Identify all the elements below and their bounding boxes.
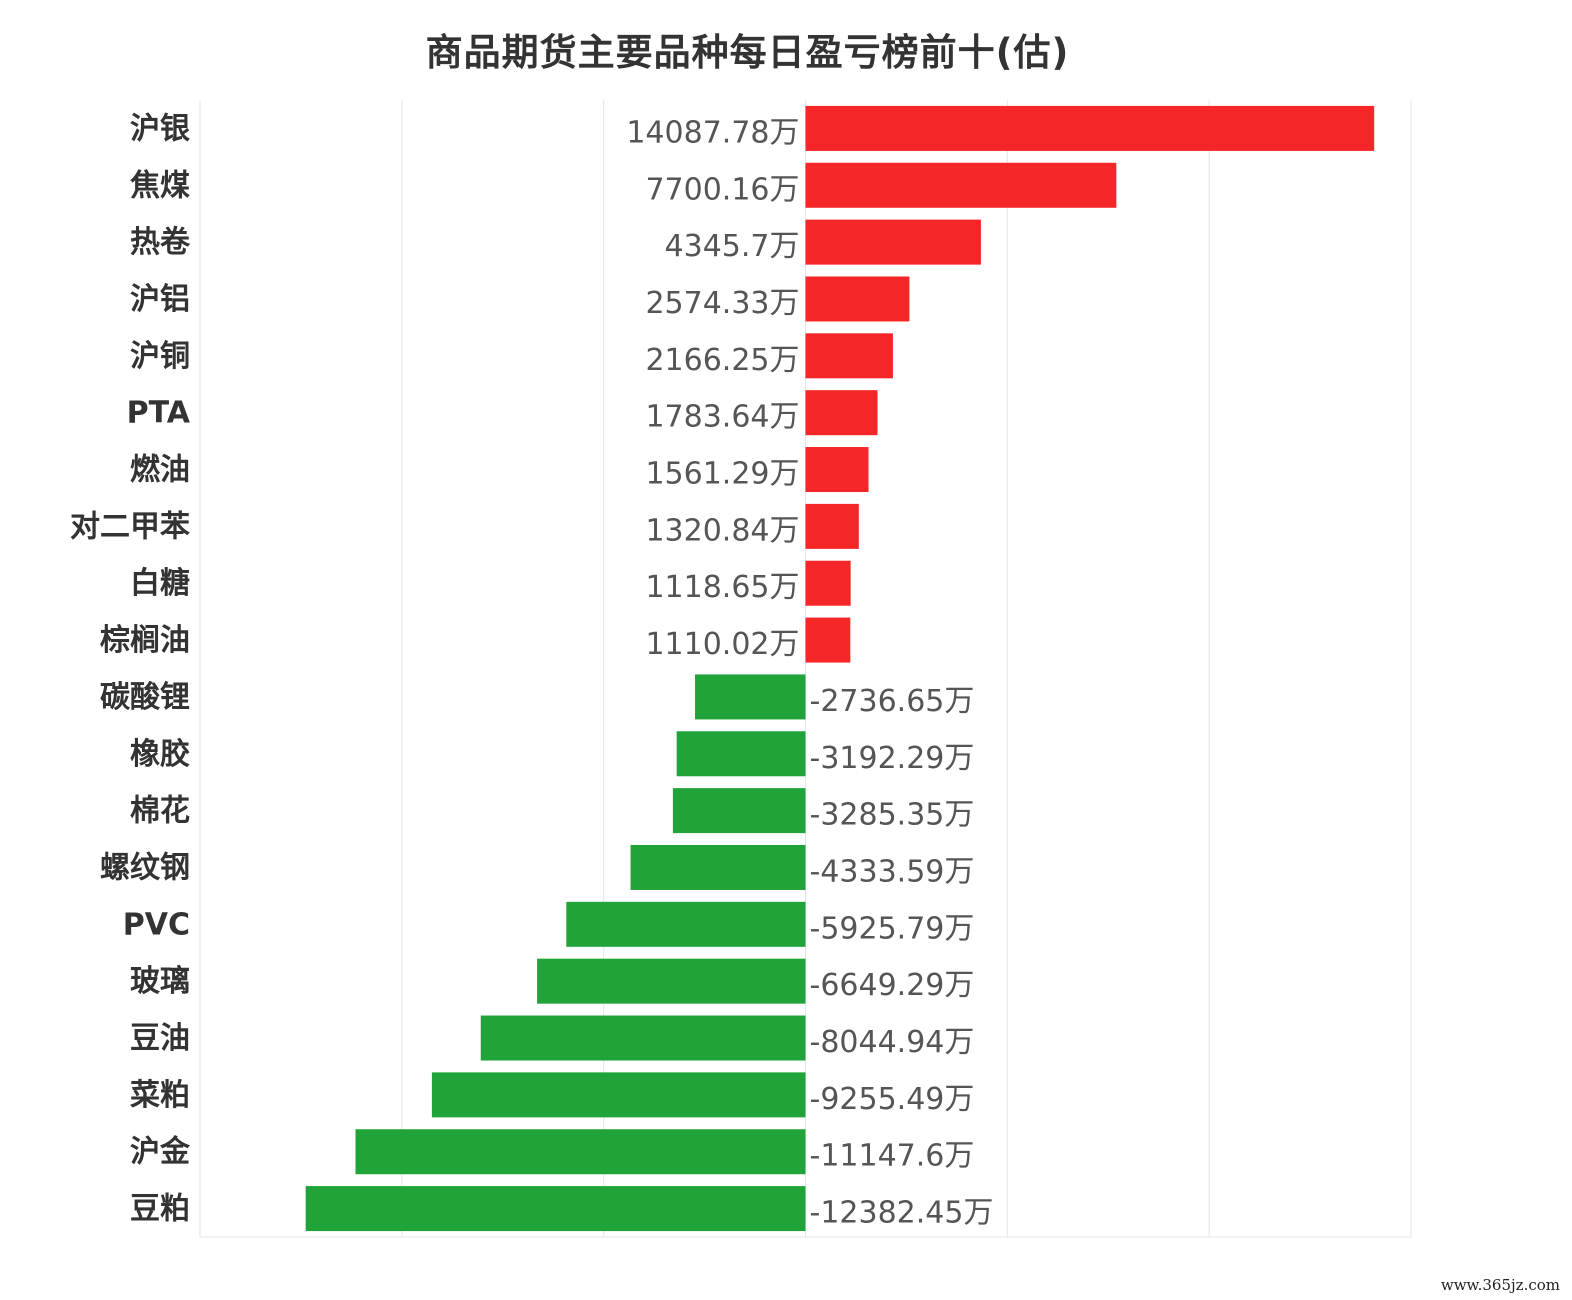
bar-1 bbox=[805, 162, 1117, 208]
value-label: 1783.64万 bbox=[645, 400, 799, 435]
bar-19 bbox=[305, 1186, 806, 1232]
value-label: -6649.29万 bbox=[810, 968, 975, 1003]
bar-18 bbox=[355, 1129, 806, 1175]
value-label: 7700.16万 bbox=[645, 172, 799, 207]
category-label: 棉花 bbox=[130, 794, 190, 829]
value-label: -5925.79万 bbox=[810, 911, 975, 946]
category-label: 燃油 bbox=[130, 453, 190, 488]
category-label: 沪银 bbox=[130, 111, 190, 146]
category-label: 沪铝 bbox=[130, 282, 190, 317]
category-label: PTA bbox=[127, 396, 191, 431]
bar-5 bbox=[805, 390, 878, 436]
value-label: 14087.78万 bbox=[626, 115, 799, 150]
value-label: 2166.25万 bbox=[645, 343, 799, 378]
category-label: PVC bbox=[123, 907, 190, 942]
bar-14 bbox=[566, 901, 806, 947]
watermark: www.365jz.com bbox=[1440, 1276, 1560, 1294]
category-label: 豆油 bbox=[130, 1021, 190, 1056]
value-label: 1320.84万 bbox=[645, 513, 799, 548]
category-label: 对二甲苯 bbox=[70, 509, 190, 544]
category-label: 沪铜 bbox=[130, 339, 190, 374]
bar-2 bbox=[805, 219, 981, 265]
category-label: 螺纹钢 bbox=[100, 850, 190, 885]
category-label: 豆粕 bbox=[130, 1192, 190, 1227]
value-label: 1110.02万 bbox=[645, 627, 799, 662]
category-label: 热卷 bbox=[130, 225, 191, 260]
value-label: -3192.29万 bbox=[810, 741, 975, 776]
bar-3 bbox=[805, 276, 910, 322]
bar-17 bbox=[431, 1072, 806, 1118]
bar-9 bbox=[805, 617, 851, 663]
bar-4 bbox=[805, 333, 893, 379]
bar-11 bbox=[676, 731, 806, 777]
value-label: 1561.29万 bbox=[645, 457, 799, 492]
chart-title: 商品期货主要品种每日盈亏榜前十(估) bbox=[425, 31, 1070, 74]
bar-8 bbox=[805, 560, 851, 606]
bar-15 bbox=[537, 958, 806, 1004]
value-label: -11147.6万 bbox=[810, 1139, 975, 1174]
category-label: 焦煤 bbox=[130, 168, 190, 203]
category-label: 玻璃 bbox=[130, 964, 190, 999]
value-label: -3285.35万 bbox=[810, 798, 975, 833]
bar-16 bbox=[480, 1015, 806, 1061]
category-label: 菜粕 bbox=[130, 1078, 190, 1113]
value-label: 1118.65万 bbox=[645, 570, 799, 605]
category-label: 沪金 bbox=[130, 1135, 191, 1170]
value-label: 4345.7万 bbox=[665, 229, 800, 264]
category-label: 碳酸锂 bbox=[100, 680, 190, 715]
value-label: -9255.49万 bbox=[810, 1082, 975, 1117]
category-label: 橡胶 bbox=[130, 737, 190, 772]
category-label: 棕榈油 bbox=[100, 623, 190, 658]
bar-12 bbox=[672, 788, 806, 834]
bar-13 bbox=[630, 844, 806, 890]
bar-6 bbox=[805, 447, 869, 493]
value-label: -12382.45万 bbox=[810, 1196, 994, 1231]
category-label: 白糖 bbox=[130, 566, 190, 601]
bar-0 bbox=[805, 105, 1375, 151]
bar-10 bbox=[695, 674, 806, 720]
value-label: -4333.59万 bbox=[810, 854, 975, 889]
bar-7 bbox=[805, 503, 859, 549]
value-label: 2574.33万 bbox=[645, 286, 799, 321]
value-label: -8044.94万 bbox=[810, 1025, 975, 1060]
value-label: -2736.65万 bbox=[810, 684, 975, 719]
